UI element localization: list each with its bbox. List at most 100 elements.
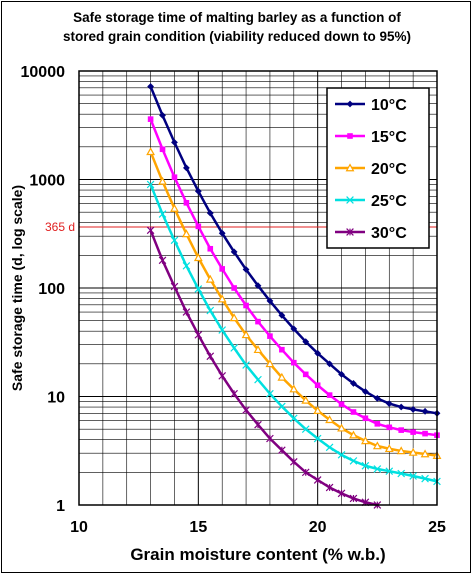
data-point	[422, 430, 428, 437]
data-point	[421, 474, 429, 483]
data-point	[313, 476, 322, 484]
data-point	[254, 420, 262, 429]
data-point	[218, 372, 227, 380]
data-point	[385, 467, 394, 475]
legend-label: 10°C	[371, 97, 407, 114]
y-tick-label: 10	[47, 390, 65, 407]
data-point	[171, 138, 178, 146]
x-axis-label: Grain moisture content (% w.b.)	[130, 545, 385, 564]
data-point	[345, 163, 355, 172]
legend-label: 15°C	[371, 129, 407, 146]
data-point	[194, 187, 202, 195]
data-point	[242, 361, 250, 369]
y-tick-label: 10000	[21, 64, 66, 81]
data-point	[231, 285, 237, 291]
data-point	[373, 465, 382, 473]
legend: 10°C 15°C 20°C 25°C 30°C	[326, 87, 430, 249]
data-point	[195, 223, 202, 230]
chart-title: Safe storage time of malting barley as a…	[73, 10, 401, 25]
data-point	[146, 147, 156, 156]
data-point	[360, 436, 370, 445]
data-point	[159, 146, 166, 153]
data-point	[302, 371, 309, 378]
series-0	[147, 83, 441, 417]
y-axis-label: Safe storage time (d, log scale)	[9, 185, 25, 391]
data-point	[385, 400, 393, 408]
data-point	[301, 395, 311, 404]
data-point	[338, 401, 345, 407]
data-point	[146, 180, 155, 189]
data-point	[194, 331, 203, 339]
data-point	[325, 483, 334, 492]
y-tick-label: 1000	[29, 173, 65, 190]
chart-subtitle: stored grain condition (viability reduce…	[62, 29, 412, 44]
data-point	[409, 472, 417, 480]
data-point	[193, 253, 203, 262]
data-point	[326, 392, 333, 398]
data-point	[408, 447, 418, 456]
x-tick-label: 15	[189, 519, 207, 536]
data-point	[242, 406, 250, 414]
y-tick-labels: 1 10 100 1000 10000	[21, 64, 66, 515]
data-point	[349, 457, 358, 465]
data-point	[337, 489, 346, 498]
series-3	[146, 180, 441, 486]
data-point	[230, 389, 238, 398]
data-point	[206, 352, 215, 361]
data-point	[159, 111, 166, 119]
data-point	[398, 427, 404, 433]
series-2	[146, 147, 442, 459]
data-point	[170, 282, 179, 291]
series-layer	[146, 83, 442, 509]
data-point	[206, 306, 215, 315]
data-point	[266, 297, 274, 305]
data-point	[384, 444, 394, 453]
data-point	[279, 346, 285, 353]
data-point	[301, 468, 310, 477]
series-1	[147, 116, 440, 438]
data-point	[183, 164, 190, 172]
data-point	[267, 333, 273, 339]
legend-label: 25°C	[371, 193, 407, 210]
data-point	[242, 266, 250, 273]
data-point	[158, 210, 167, 218]
data-point	[346, 196, 354, 204]
data-point	[291, 359, 297, 366]
legend-box	[326, 87, 430, 249]
data-point	[158, 176, 167, 185]
data-point	[346, 228, 354, 236]
data-point	[147, 83, 154, 90]
data-point	[337, 423, 346, 432]
data-point	[409, 406, 417, 413]
data-point	[171, 174, 178, 181]
data-point	[278, 446, 286, 455]
data-point	[146, 226, 155, 235]
data-point	[219, 266, 225, 272]
data-point	[181, 229, 191, 238]
data-point	[206, 209, 214, 217]
x-tick-label: 25	[428, 519, 446, 536]
data-point	[350, 380, 357, 387]
data-point	[230, 248, 238, 256]
data-point	[254, 375, 262, 384]
data-point	[182, 262, 191, 270]
x-tick-labels: 10 15 20 25	[70, 519, 446, 536]
data-point	[278, 402, 286, 411]
data-point	[218, 229, 226, 237]
data-point	[373, 395, 381, 402]
data-point	[313, 434, 322, 443]
data-point	[289, 384, 299, 393]
data-point	[205, 274, 215, 283]
data-point	[325, 443, 334, 452]
data-point	[349, 494, 358, 503]
data-point	[243, 302, 249, 309]
data-point	[253, 345, 263, 354]
series-4	[146, 226, 382, 509]
data-point	[314, 349, 322, 357]
x-tick-label: 10	[70, 519, 88, 536]
data-point	[421, 407, 429, 415]
data-point	[325, 415, 335, 424]
data-point	[158, 256, 167, 265]
